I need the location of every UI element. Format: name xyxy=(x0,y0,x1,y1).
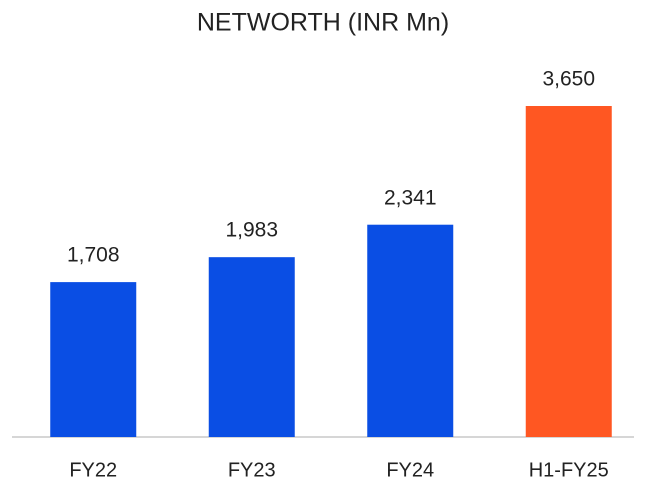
bar xyxy=(50,282,137,437)
value-label: 1,708 xyxy=(67,244,120,267)
bar xyxy=(367,224,454,437)
value-label: 2,341 xyxy=(384,186,437,209)
bar xyxy=(208,257,295,437)
x-tick-label: FY23 xyxy=(228,459,276,481)
value-label: 3,650 xyxy=(542,68,595,91)
value-label: 1,983 xyxy=(225,219,278,242)
bar xyxy=(525,106,612,437)
x-tick-label: FY22 xyxy=(69,459,117,481)
x-tick-label: FY24 xyxy=(386,459,434,481)
chart-title: NETWORTH (INR Mn) xyxy=(197,9,449,37)
x-tick-label: H1-FY25 xyxy=(529,459,609,481)
